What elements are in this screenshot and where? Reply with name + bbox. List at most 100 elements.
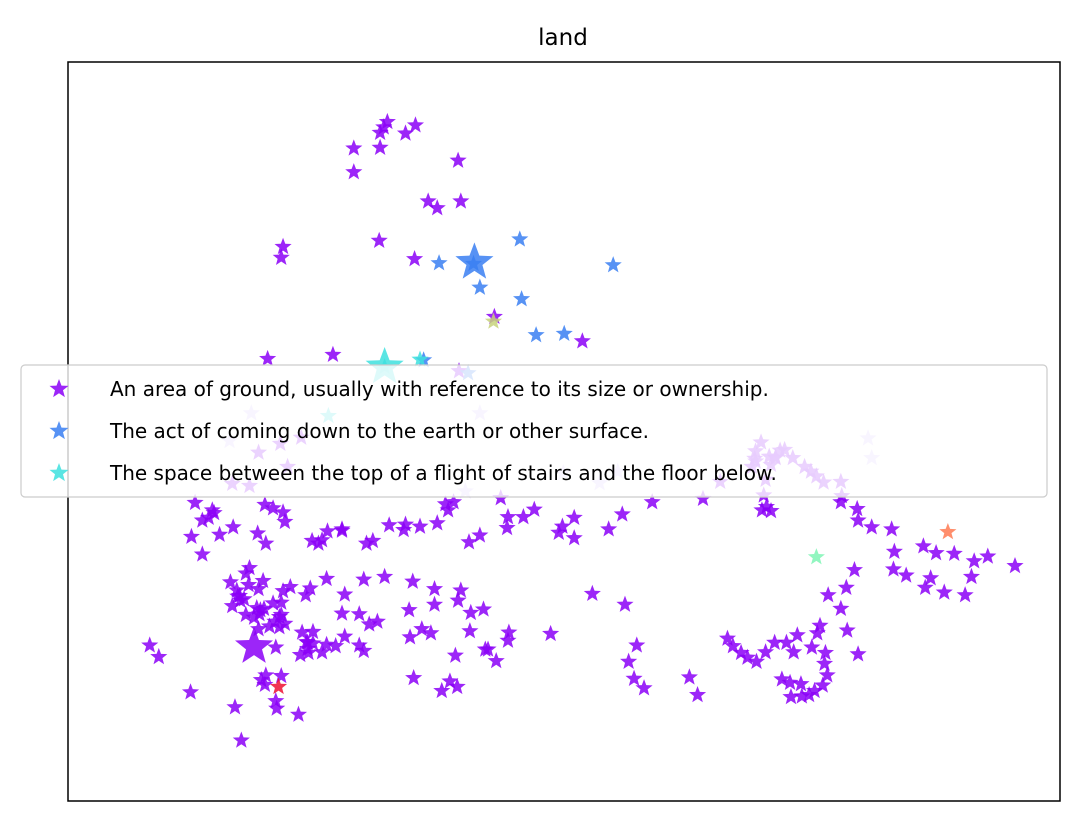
scatter-point xyxy=(922,569,940,586)
scatter-point xyxy=(350,636,368,653)
scatter-point xyxy=(694,489,712,506)
scatter-point xyxy=(499,508,517,525)
scatter-point xyxy=(267,638,285,655)
legend-marker xyxy=(49,379,69,398)
scatter-point xyxy=(395,520,413,538)
scatter-point xyxy=(182,527,200,545)
scatter-point xyxy=(1006,556,1024,574)
scatter-point xyxy=(452,192,470,209)
scatter-point xyxy=(422,624,440,641)
scatter-point xyxy=(254,571,272,589)
scatter-point xyxy=(849,511,867,528)
scatter-point xyxy=(375,118,393,135)
scatter-point xyxy=(235,590,253,607)
scatter-point xyxy=(268,699,286,716)
scatter-point xyxy=(956,586,974,603)
scatter-point xyxy=(513,290,531,307)
scatter-point xyxy=(360,615,378,632)
scatter-point xyxy=(150,647,168,665)
scatter-point xyxy=(935,583,953,600)
scatter-point xyxy=(250,580,268,597)
scatter-point xyxy=(396,124,415,141)
scatter-point xyxy=(436,495,454,512)
scatter-point xyxy=(256,495,274,513)
scatter-point xyxy=(613,505,631,522)
scatter-point xyxy=(604,256,622,273)
scatter-point xyxy=(800,685,818,703)
scatter-point xyxy=(252,671,270,688)
scatter-point xyxy=(498,518,516,536)
scatter-point xyxy=(257,666,275,683)
scatter-point xyxy=(815,654,834,671)
scatter-point xyxy=(939,522,957,540)
legend-label: The act of coming down to the earth or o… xyxy=(109,419,649,443)
scatter-point xyxy=(232,731,250,748)
scatter-point xyxy=(718,629,737,646)
scatter-point xyxy=(228,581,246,598)
scatter-point xyxy=(781,673,799,691)
scatter-point xyxy=(500,623,518,640)
scatter-point xyxy=(807,548,825,565)
scatter-point xyxy=(962,567,981,585)
scatter-point xyxy=(274,582,292,599)
scatter-point xyxy=(832,599,850,616)
scatter-point xyxy=(792,675,810,692)
scatter-point xyxy=(248,599,266,616)
scatter-point xyxy=(471,526,489,543)
scatter-point xyxy=(405,668,423,686)
scatter-point xyxy=(267,692,285,709)
scatter-point xyxy=(600,520,618,537)
scatter-point xyxy=(688,685,707,703)
scatter-point xyxy=(884,560,903,577)
scatter-point xyxy=(327,637,345,654)
scatter-point xyxy=(897,566,915,583)
scatter-point xyxy=(525,500,543,517)
scatter-point xyxy=(371,138,389,155)
scatter-point xyxy=(849,645,867,662)
scatter-point xyxy=(313,531,331,548)
scatter-point xyxy=(413,620,431,637)
scatter-point xyxy=(181,683,200,700)
scatter-point xyxy=(299,643,318,661)
scatter-point xyxy=(255,599,273,616)
scatter-point xyxy=(838,621,856,638)
scatter-point xyxy=(643,493,661,510)
highlight-point xyxy=(455,242,494,279)
scatter-point xyxy=(404,572,422,589)
scatter-point xyxy=(249,524,267,541)
scatter-point xyxy=(499,631,517,648)
scatter-point xyxy=(628,636,646,653)
scatter-point xyxy=(452,581,470,598)
scatter-point xyxy=(205,503,223,521)
scatter-point xyxy=(848,499,866,517)
scatter-point xyxy=(200,508,218,526)
scatter-point xyxy=(916,578,934,595)
scatter-point xyxy=(620,652,638,669)
scatter-point xyxy=(336,627,354,644)
chart-title: land xyxy=(538,25,588,51)
scatter-point xyxy=(428,199,446,216)
scatter-point xyxy=(883,520,901,537)
scatter-point xyxy=(573,332,591,349)
scatter-point xyxy=(425,595,444,612)
scatter-point xyxy=(484,312,503,329)
scatter-point xyxy=(616,595,634,612)
scatter-point xyxy=(777,633,795,650)
scatter-point xyxy=(680,668,698,685)
scatter-point xyxy=(304,622,322,640)
scatter-point xyxy=(430,254,448,271)
scatter-point xyxy=(747,652,766,669)
scatter-point xyxy=(766,633,784,650)
scatter-point xyxy=(289,705,308,722)
scatter-point xyxy=(272,248,290,265)
scatter-point xyxy=(732,643,750,661)
scatter-point xyxy=(757,643,775,660)
scatter-point xyxy=(449,151,467,168)
scatter-point xyxy=(336,585,354,602)
scatter-point xyxy=(276,614,294,631)
scatter-point xyxy=(250,620,268,637)
scatter-point xyxy=(449,591,467,608)
scatter-point xyxy=(738,648,756,665)
scatter-point xyxy=(318,635,336,652)
